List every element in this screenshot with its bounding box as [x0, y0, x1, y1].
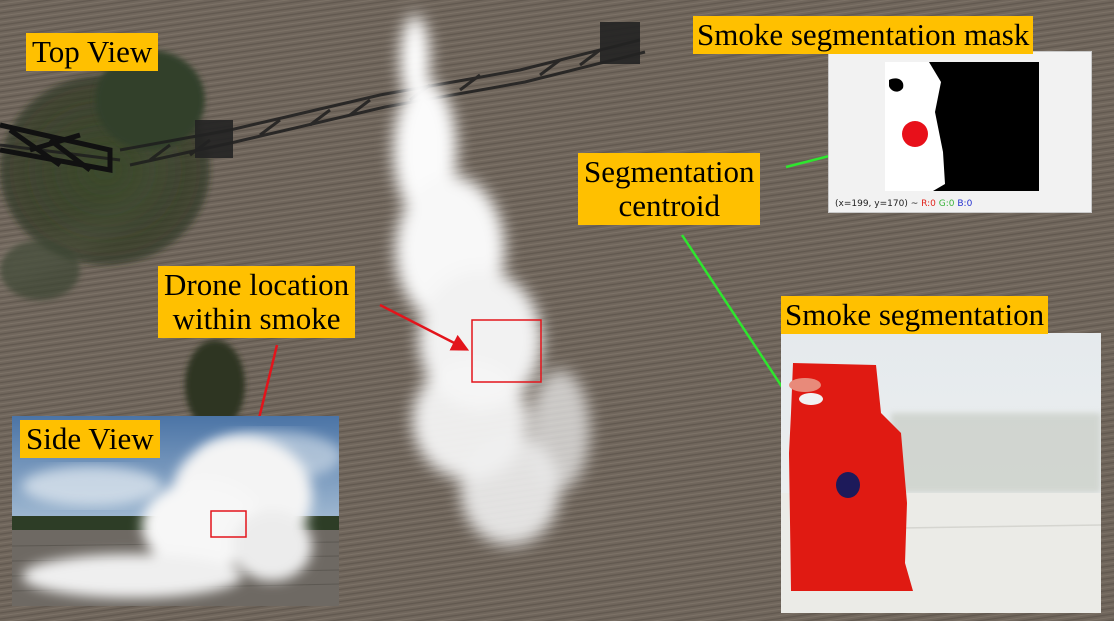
drone-box-top-view	[471, 319, 542, 383]
mask-title-label: Smoke segmentation mask	[693, 16, 1034, 55]
side-view-label: Side View	[20, 420, 160, 459]
mask-pixel-readout: (x=199, y=170) ~ R:0 G:0 B:0	[835, 199, 972, 209]
mask-title-text: Smoke segmentation mask	[697, 17, 1030, 52]
segmentation-mask-image	[885, 62, 1039, 191]
drone-box-side-view	[210, 510, 247, 538]
drone-text-line2: within smoke	[172, 301, 341, 337]
top-view-label: Top View	[26, 33, 159, 72]
mask-g-value: G:0	[938, 199, 955, 209]
centroid-text-line2: centroid	[618, 188, 721, 224]
mask-r-value: R:0	[921, 199, 936, 209]
segmentation-mask-panel: (x=199, y=170) ~ R:0 G:0 B:0	[828, 51, 1092, 213]
drone-arrow-top	[379, 303, 470, 351]
segmentation-title-label: Smoke segmentation	[781, 296, 1049, 335]
drone-text-line1: Drone location	[164, 267, 350, 302]
mask-coords-text: (x=199, y=170) ~	[835, 199, 919, 209]
side-view-photo	[12, 416, 339, 606]
segmentation-overlay-image	[781, 333, 1101, 613]
segmentation-title-text: Smoke segmentation	[785, 297, 1045, 332]
mask-b-value: B:0	[957, 199, 973, 209]
seg-centroid-dot	[836, 472, 860, 498]
centroid-label: Segmentation centroid	[578, 153, 761, 226]
side-view-text: Side View	[26, 421, 154, 456]
drone-location-label: Drone location within smoke	[158, 266, 356, 339]
segmentation-panel	[781, 333, 1101, 613]
top-view-text: Top View	[32, 34, 153, 69]
centroid-text-line1: Segmentation	[584, 154, 755, 189]
mask-centroid-dot	[902, 121, 928, 147]
